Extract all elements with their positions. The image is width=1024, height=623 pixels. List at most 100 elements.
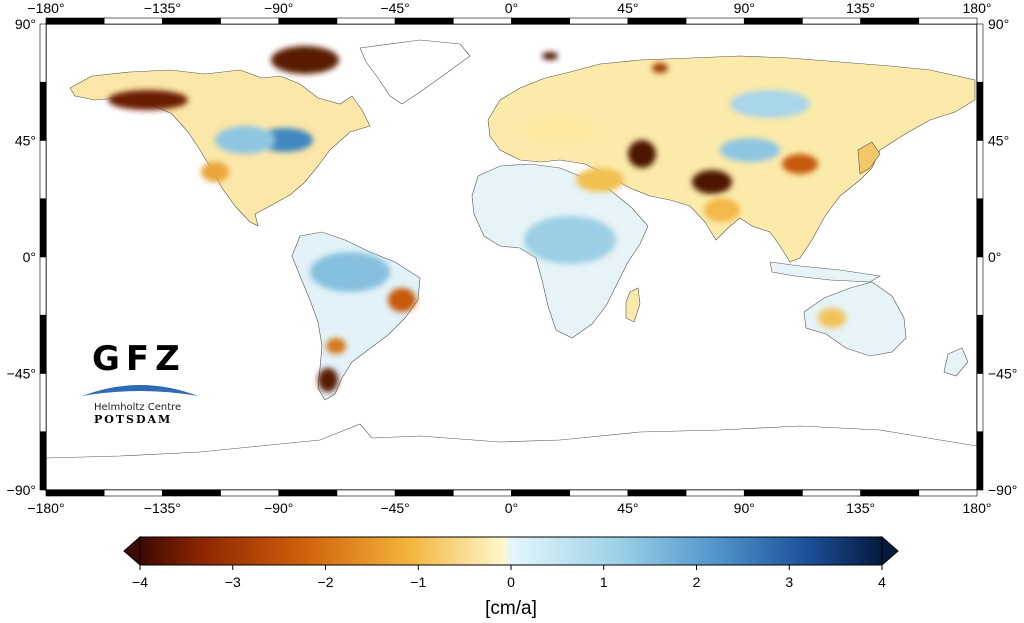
lon-tick-label-top: −90°: [264, 0, 293, 16]
caspian-loss: [628, 140, 656, 168]
australia: [803, 281, 907, 357]
colorbar-ticks: −4 −3 −2 −1 0 1 2 3 4: [132, 565, 886, 590]
colorbar-tick-label: −2: [318, 574, 334, 590]
continents-layer: [46, 39, 977, 490]
lon-tick-label-top: 90°: [734, 0, 755, 16]
colorbar-tick-label: −4: [132, 574, 148, 590]
logo-city: POTSDAM: [94, 413, 172, 426]
lon-tick-label-bottom: 0°: [505, 500, 518, 516]
frame-bar-right: [976, 198, 984, 258]
australia-loss: [818, 308, 846, 328]
himalaya-loss: [692, 170, 732, 194]
frame-bar-bottom: [685, 489, 745, 497]
lon-labels-top: −180° −135° −90° −45° 0° 45° 90° 135° 180°: [27, 0, 991, 16]
frame-bar-left: [39, 198, 47, 258]
frame-bar-bottom: [336, 489, 396, 497]
madagascar: [625, 287, 641, 323]
frame-bar-top: [394, 17, 454, 25]
frame-bar-bottom: [627, 489, 687, 497]
frame-bar-bottom: [860, 489, 920, 497]
frame-bar-left: [39, 431, 47, 491]
japan: [857, 141, 881, 175]
lat-tick-label-left: 0°: [23, 249, 36, 265]
frame-bar-right: [976, 23, 984, 83]
frame-bar-left: [39, 314, 47, 374]
frame-bar-top: [860, 17, 920, 25]
lon-tick-label-top: 0°: [505, 0, 518, 16]
lon-tick-label-bottom: 180°: [963, 500, 992, 516]
frame-bar-top: [103, 17, 163, 25]
lon-tick-label-bottom: 90°: [734, 500, 755, 516]
greenland: [359, 39, 471, 105]
novaya-loss: [652, 63, 668, 73]
antarctica: [46, 423, 977, 490]
new-zealand: [943, 347, 969, 377]
lon-tick-label-bottom: −90°: [264, 500, 293, 516]
canada-arctic-loss: [271, 46, 339, 74]
brazil-loss: [388, 288, 416, 312]
frame-bar-top: [278, 17, 338, 25]
lon-tick-label-bottom: 135°: [846, 500, 875, 516]
frame-bar-bottom: [278, 489, 338, 497]
lon-tick-label-top: 135°: [846, 0, 875, 16]
lat-labels-left: 90° 45° 0° −45° −90°: [7, 16, 36, 498]
lat-tick-label-right: 45°: [988, 133, 1009, 149]
colorbar-tick-label: 1: [600, 574, 608, 590]
africa-central-gain: [524, 216, 616, 264]
frame-bar-bottom: [511, 489, 570, 497]
frame-bar-bottom: [453, 489, 512, 497]
europe-mild: [526, 116, 594, 144]
lon-tick-label-top: −45°: [380, 0, 409, 16]
frame-bar-bottom: [45, 489, 105, 497]
lat-tick-label-left: −45°: [7, 366, 36, 382]
lat-tick-label-right: 90°: [988, 16, 1009, 32]
frame-bars: [39, 17, 984, 497]
arctic-islands-loss: [542, 52, 558, 60]
frame-bar-right: [976, 314, 984, 374]
frame-bar-right: [976, 373, 984, 433]
logo-subtitle: Helmholtz Centre: [94, 402, 181, 413]
lon-tick-label-top: −135°: [144, 0, 181, 16]
lon-tick-label-bottom: −135°: [144, 500, 181, 516]
colorbar-tick-label: 2: [693, 574, 701, 590]
frame-bar-top: [918, 17, 978, 25]
frame-bar-bottom: [743, 489, 803, 497]
middle-east-loss: [576, 168, 624, 192]
anomaly-blobs: [108, 46, 846, 392]
lon-tick-label-bottom: −180°: [27, 500, 64, 516]
frame-bar-right: [976, 256, 984, 316]
frame-bar-right: [976, 81, 984, 141]
frame-bar-top: [685, 17, 745, 25]
colorbar-tick-label: 0: [507, 574, 515, 590]
frame-bar-top: [45, 17, 105, 25]
siberia-gain: [730, 90, 810, 118]
lat-tick-label-left: 90°: [15, 16, 36, 32]
patagonia-loss: [318, 368, 338, 392]
colorbar-tick-label: −3: [225, 574, 241, 590]
indonesia: [769, 261, 881, 283]
frame-bar-top: [743, 17, 803, 25]
lat-tick-label-left: −90°: [7, 482, 36, 498]
frame-bar-right: [976, 431, 984, 491]
lon-labels-bottom: −180° −135° −90° −45° 0° 45° 90° 135° 180°: [27, 500, 991, 516]
frame-bar-top: [162, 17, 221, 25]
colorbar-tick-label: 4: [878, 574, 886, 590]
lon-tick-label-bottom: 45°: [617, 500, 638, 516]
north-china-loss: [782, 154, 818, 174]
frame-bar-bottom: [802, 489, 861, 497]
frame-bar-left: [39, 23, 47, 83]
frame-bar-bottom: [569, 489, 629, 497]
colorbar-unit: [cm/a]: [485, 598, 537, 619]
lon-tick-label-top: −180°: [27, 0, 64, 16]
frame-bar-left: [39, 373, 47, 433]
lon-tick-label-top: 45°: [617, 0, 638, 16]
gfz-logo: GFZ Helmholtz Centre POTSDAM: [82, 339, 198, 426]
colorbar-high-triangle: [881, 535, 899, 567]
chile-loss: [326, 338, 346, 354]
lat-tick-label-right: 0°: [988, 249, 1001, 265]
colorbar-tick-label: −1: [410, 574, 426, 590]
frame-bar-bottom: [918, 489, 978, 497]
frame-bar-top: [802, 17, 861, 25]
lat-tick-label-left: 45°: [15, 133, 36, 149]
